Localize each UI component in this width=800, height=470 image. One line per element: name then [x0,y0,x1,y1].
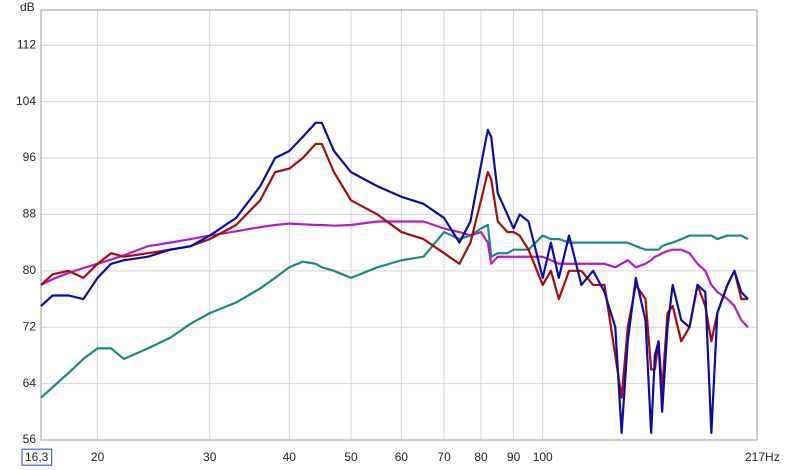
y-tick-label: 104 [16,94,36,108]
y-tick-label: 112 [17,37,36,51]
x-tick-label: 60 [395,450,409,464]
x-tick-label: 20 [91,450,105,464]
x-tick-label: 50 [344,450,358,464]
y-tick-label: 64 [23,376,37,390]
y-tick-label: 72 [23,319,37,333]
series-line [40,121,749,435]
y-tick-label: 56 [23,432,37,446]
x-tick-label: 40 [283,450,297,464]
series-line [40,223,749,399]
x-tick-label: 100 [533,450,553,464]
x-tick-label: 90 [507,450,521,464]
plot-border [40,9,758,441]
y-tick-label: 96 [23,150,37,164]
x-start-box [21,448,53,466]
series-line [40,142,748,399]
x-tick-label: 217Hz [745,450,780,464]
y-tick-label: 88 [23,207,37,221]
x-tick-label: 70 [437,450,451,464]
x-tick-label: 80 [474,450,488,464]
x-tick-label: 30 [203,450,217,464]
series-line [40,220,749,328]
x-tick-label: 16,3 [25,450,49,464]
y-tick-label: 80 [23,263,37,277]
y-axis-label: dB [20,0,35,14]
